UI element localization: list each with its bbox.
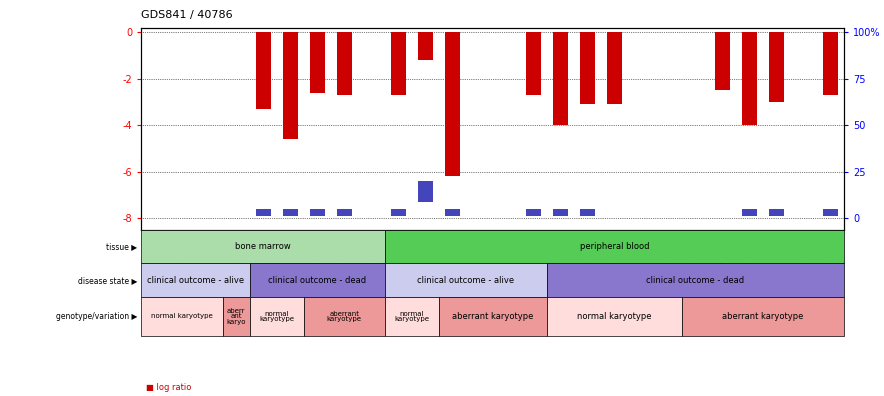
Bar [769,32,784,102]
Bar [337,32,352,95]
Text: aberrant karyotype: aberrant karyotype [722,312,804,321]
Bar [418,181,432,202]
Text: clinical outcome - alive: clinical outcome - alive [417,276,514,285]
Bar [337,209,352,216]
Bar [385,263,547,297]
Bar [223,297,249,336]
Bar [526,32,541,95]
Text: aberrant
karyotype: aberrant karyotype [327,310,362,322]
Text: normal karyotype: normal karyotype [577,312,652,321]
Bar [249,297,303,336]
Bar [769,209,784,216]
Text: genotype/variation ▶: genotype/variation ▶ [56,312,137,321]
Text: clinical outcome - alive: clinical outcome - alive [147,276,244,285]
Text: ■ log ratio: ■ log ratio [146,383,191,392]
Bar [141,297,223,336]
Bar [445,32,460,176]
Bar [303,297,385,336]
Bar [385,297,438,336]
Bar [418,32,432,60]
Bar [553,32,568,125]
Text: aberrant karyotype: aberrant karyotype [452,312,534,321]
Bar [255,209,271,216]
Bar [526,209,541,216]
Text: disease state ▶: disease state ▶ [78,276,137,285]
Text: peripheral blood: peripheral blood [580,242,649,251]
Bar [580,32,595,104]
Bar [283,209,298,216]
Text: normal
karyotype: normal karyotype [259,310,294,322]
Bar [743,32,757,125]
Text: normal
karyotype: normal karyotype [394,310,430,322]
Bar [141,263,249,297]
Bar [743,209,757,216]
Text: normal karyotype: normal karyotype [151,313,213,319]
Bar [438,297,547,336]
Bar [547,297,682,336]
Bar [309,209,324,216]
Bar [553,209,568,216]
Bar [445,209,460,216]
Text: clinical outcome - dead: clinical outcome - dead [646,276,744,285]
Text: aberr
ant
karyo: aberr ant karyo [226,308,246,325]
Bar [580,209,595,216]
Text: bone marrow: bone marrow [235,242,291,251]
Bar [283,32,298,139]
Bar [715,32,730,90]
Text: clinical outcome - dead: clinical outcome - dead [268,276,366,285]
Bar [682,297,844,336]
Bar [823,32,838,95]
Bar [385,230,844,263]
Bar [141,230,385,263]
Bar [547,263,844,297]
Bar [607,32,622,104]
Text: GDS841 / 40786: GDS841 / 40786 [141,10,233,20]
Bar [309,32,324,93]
Bar [391,32,406,95]
Bar [249,263,385,297]
Text: tissue ▶: tissue ▶ [106,242,137,251]
Bar [255,32,271,109]
Bar [391,209,406,216]
Bar [823,209,838,216]
